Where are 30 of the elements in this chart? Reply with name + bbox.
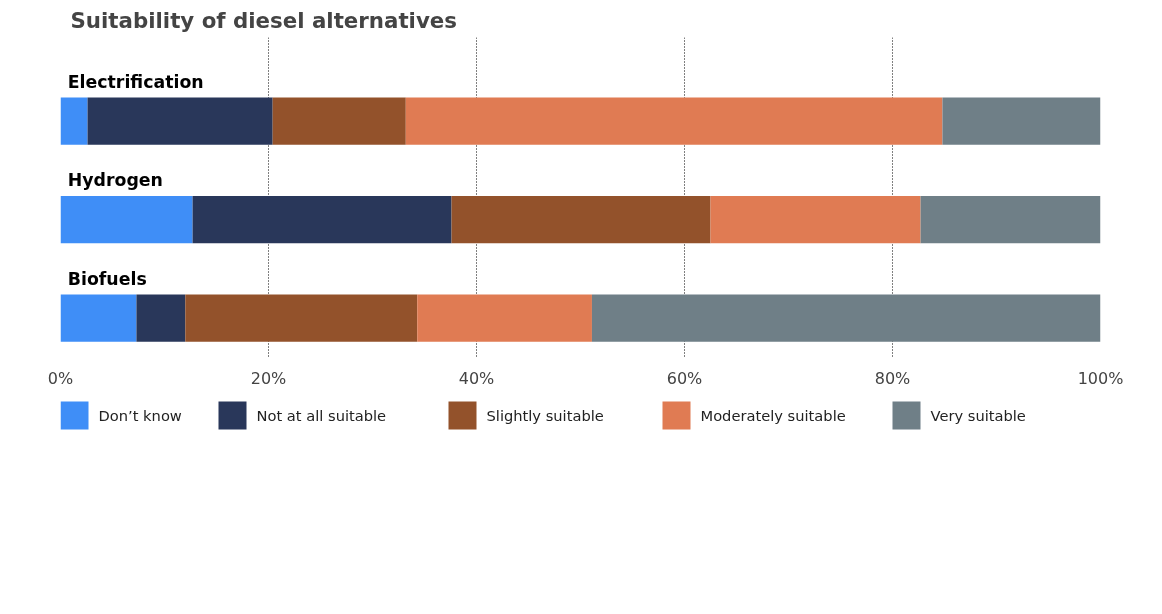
bar [60, 294, 137, 342]
bar [60, 97, 88, 145]
bar [136, 294, 186, 342]
bar [710, 196, 921, 244]
bar [942, 97, 1101, 145]
legend-label: Not at all suitable [256, 407, 387, 424]
bar [591, 294, 1101, 342]
x-tick-label: 20% [250, 368, 287, 388]
x-tick-label: 100% [1077, 368, 1124, 388]
legend-label: Very suitable [930, 407, 1026, 424]
x-tick-label: 60% [666, 368, 703, 388]
bar [405, 97, 943, 145]
bar [920, 196, 1101, 244]
x-tick-label: 80% [874, 368, 911, 388]
x-tick-label: 0% [47, 368, 74, 388]
legend-label: Moderately suitable [700, 407, 846, 424]
y-tick-label: Electrification [67, 71, 204, 92]
chart-title: Suitability of diesel alternatives [70, 7, 457, 33]
legend-label: Slightly suitable [486, 407, 604, 424]
bar [87, 97, 273, 145]
x-tick-label: 40% [458, 368, 495, 388]
legend-label: Don’t know [98, 407, 182, 424]
bar [451, 196, 711, 244]
bar [192, 196, 452, 244]
y-tick-label: Hydrogen [67, 170, 163, 191]
bar [185, 294, 418, 342]
y-tick-label: Biofuels [67, 268, 147, 289]
bar [417, 294, 592, 342]
bar [272, 97, 406, 145]
bar [60, 196, 193, 244]
